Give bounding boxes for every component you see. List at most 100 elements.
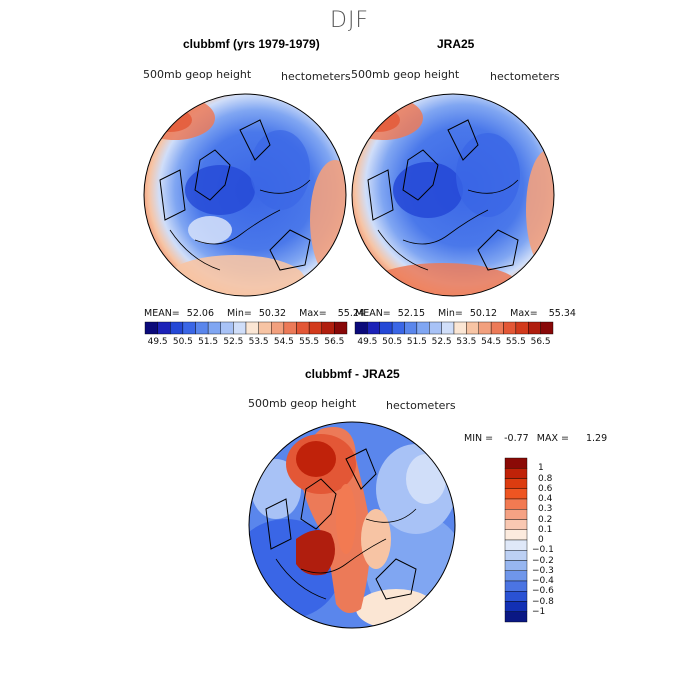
colorbar-swatch xyxy=(466,321,479,335)
colorbar-swatch xyxy=(478,321,492,335)
panel1-min-value: 50.32 xyxy=(258,308,287,319)
diff-max-value: 1.29 xyxy=(585,433,608,444)
colorbar-swatch xyxy=(283,321,297,335)
colorbar-swatch xyxy=(504,468,528,479)
colorbar-tick-label: 49.5 xyxy=(357,337,378,347)
colorbar-tick-label: 56.5 xyxy=(324,337,345,347)
colorbar-swatch xyxy=(504,580,528,592)
panel2-colorbar xyxy=(354,321,554,335)
colorbar-swatch xyxy=(504,560,528,571)
colorbar-tick-label: 49.5 xyxy=(147,337,168,347)
diff-min-label: MIN = xyxy=(464,433,494,444)
colorbar-swatch xyxy=(404,321,418,335)
colorbar-tick-label: 51.5 xyxy=(198,337,219,347)
colorbar-swatch xyxy=(504,611,528,623)
panel2-variable-label: 500mb geop height xyxy=(351,68,460,81)
figure-title: DJF xyxy=(330,8,370,33)
colorbar-swatch xyxy=(441,321,455,335)
colorbar-tick-label: 51.5 xyxy=(406,337,427,347)
diff-max-label: MAX = xyxy=(536,433,569,444)
colorbar-swatch xyxy=(354,321,368,335)
panel2-stats: MEAN= 52.15 Min= 50.12 Max= 55.34 xyxy=(355,308,576,319)
colorbar-tick-label: 50.5 xyxy=(382,337,403,347)
panel1-colorbar-ticks: 49.5 50.5 51.5 52.5 53.5 54.5 55.5 56.5 xyxy=(145,337,347,349)
panel1-stats: MEAN= 52.06 Min= 50.32 Max= 55.24 xyxy=(144,308,365,319)
colorbar-swatch xyxy=(367,321,380,335)
colorbar-swatch xyxy=(504,509,528,520)
colorbar-swatch xyxy=(490,321,504,335)
colorbar-swatch xyxy=(504,539,528,551)
panel1-map xyxy=(143,93,347,297)
colorbar-swatch xyxy=(416,321,430,335)
colorbar-tick-label: 0.6 xyxy=(538,483,553,494)
colorbar-tick-label: −0.8 xyxy=(532,596,554,607)
panel1-max-label: Max= xyxy=(299,308,327,319)
colorbar-swatch xyxy=(504,550,528,561)
colorbar-tick-label: 0.3 xyxy=(538,504,553,515)
colorbar-swatch xyxy=(245,321,259,335)
colorbar-swatch xyxy=(220,321,234,335)
colorbar-tick-label: −0.1 xyxy=(532,545,554,556)
colorbar-tick-label: −0.6 xyxy=(532,586,554,597)
colorbar-swatch xyxy=(391,321,405,335)
colorbar-tick-label: 55.5 xyxy=(299,337,320,347)
colorbar-swatch xyxy=(503,321,517,335)
panel2-units-label: hectometers xyxy=(490,70,560,83)
panel2-colorbar-ticks: 49.5 50.5 51.5 52.5 53.5 54.5 55.5 56.5 xyxy=(355,337,553,349)
diff-units-label: hectometers xyxy=(386,399,456,412)
panel1-colorbar xyxy=(144,321,348,335)
colorbar-swatch xyxy=(504,570,528,582)
panel1-units-label: hectometers xyxy=(281,70,351,83)
colorbar-tick-label: 52.5 xyxy=(431,337,452,347)
colorbar-tick-label: 52.5 xyxy=(223,337,244,347)
colorbar-swatch xyxy=(157,321,171,335)
colorbar-swatch xyxy=(182,321,196,335)
colorbar-swatch xyxy=(540,321,554,335)
colorbar-swatch xyxy=(504,591,528,602)
colorbar-tick-label: 54.5 xyxy=(273,337,294,347)
colorbar-swatch xyxy=(504,529,528,541)
colorbar-swatch xyxy=(170,321,184,335)
colorbar-tick-label: −1 xyxy=(532,606,546,617)
diff-map xyxy=(248,421,456,629)
colorbar-swatch xyxy=(429,321,442,335)
colorbar-tick-label: 0 xyxy=(538,535,544,545)
panel2-max-label: Max= xyxy=(510,308,538,319)
panel1-mean-label: MEAN= xyxy=(144,308,180,319)
panel2-mean-label: MEAN= xyxy=(355,308,391,319)
colorbar-swatch xyxy=(504,457,528,469)
colorbar-swatch xyxy=(453,321,467,335)
diff-heading: clubbmf - JRA25 xyxy=(305,367,400,381)
colorbar-tick-label: 56.5 xyxy=(530,337,551,347)
colorbar-tick-label: 0.2 xyxy=(538,514,553,525)
colorbar-swatch xyxy=(308,321,322,335)
panel1-min-label: Min= xyxy=(227,308,252,319)
colorbar-swatch xyxy=(504,601,528,612)
colorbar-tick-label: 53.5 xyxy=(456,337,477,347)
colorbar-tick-label: 50.5 xyxy=(172,337,193,347)
panel2-max-value: 55.34 xyxy=(548,308,576,319)
colorbar-swatch xyxy=(258,321,272,335)
colorbar-swatch xyxy=(233,321,247,335)
panel2-mean-value: 52.15 xyxy=(397,308,425,319)
panel2-min-value: 50.12 xyxy=(469,308,498,319)
colorbar-swatch xyxy=(379,321,393,335)
colorbar-swatch xyxy=(504,478,528,489)
colorbar-swatch xyxy=(504,519,528,530)
diff-colorbar xyxy=(504,457,528,623)
colorbar-tick-label: 0.4 xyxy=(538,494,553,504)
panel1-mean-value: 52.06 xyxy=(186,308,214,319)
panel2-heading: JRA25 xyxy=(437,37,475,51)
colorbar-tick-label: 1 xyxy=(538,463,544,474)
colorbar-tick-label: −0.3 xyxy=(532,565,554,576)
panel1-heading: clubbmf (yrs 1979-1979) xyxy=(183,37,320,51)
diff-colorbar-ticks: 1 0.8 0.6 0.4 0.3 0.2 0.1 0 −0.1 −0.2 −0.3 −0.4 −0.6… xyxy=(532,458,572,622)
colorbar-tick-label: 55.5 xyxy=(505,337,526,347)
colorbar-tick-label: 54.5 xyxy=(481,337,502,347)
colorbar-swatch xyxy=(321,321,335,335)
colorbar-swatch xyxy=(207,321,221,335)
colorbar-tick-label: 0.1 xyxy=(538,524,553,535)
panel1-variable-label: 500mb geop height xyxy=(143,68,252,81)
colorbar-swatch xyxy=(296,321,310,335)
colorbar-swatch xyxy=(528,321,541,335)
